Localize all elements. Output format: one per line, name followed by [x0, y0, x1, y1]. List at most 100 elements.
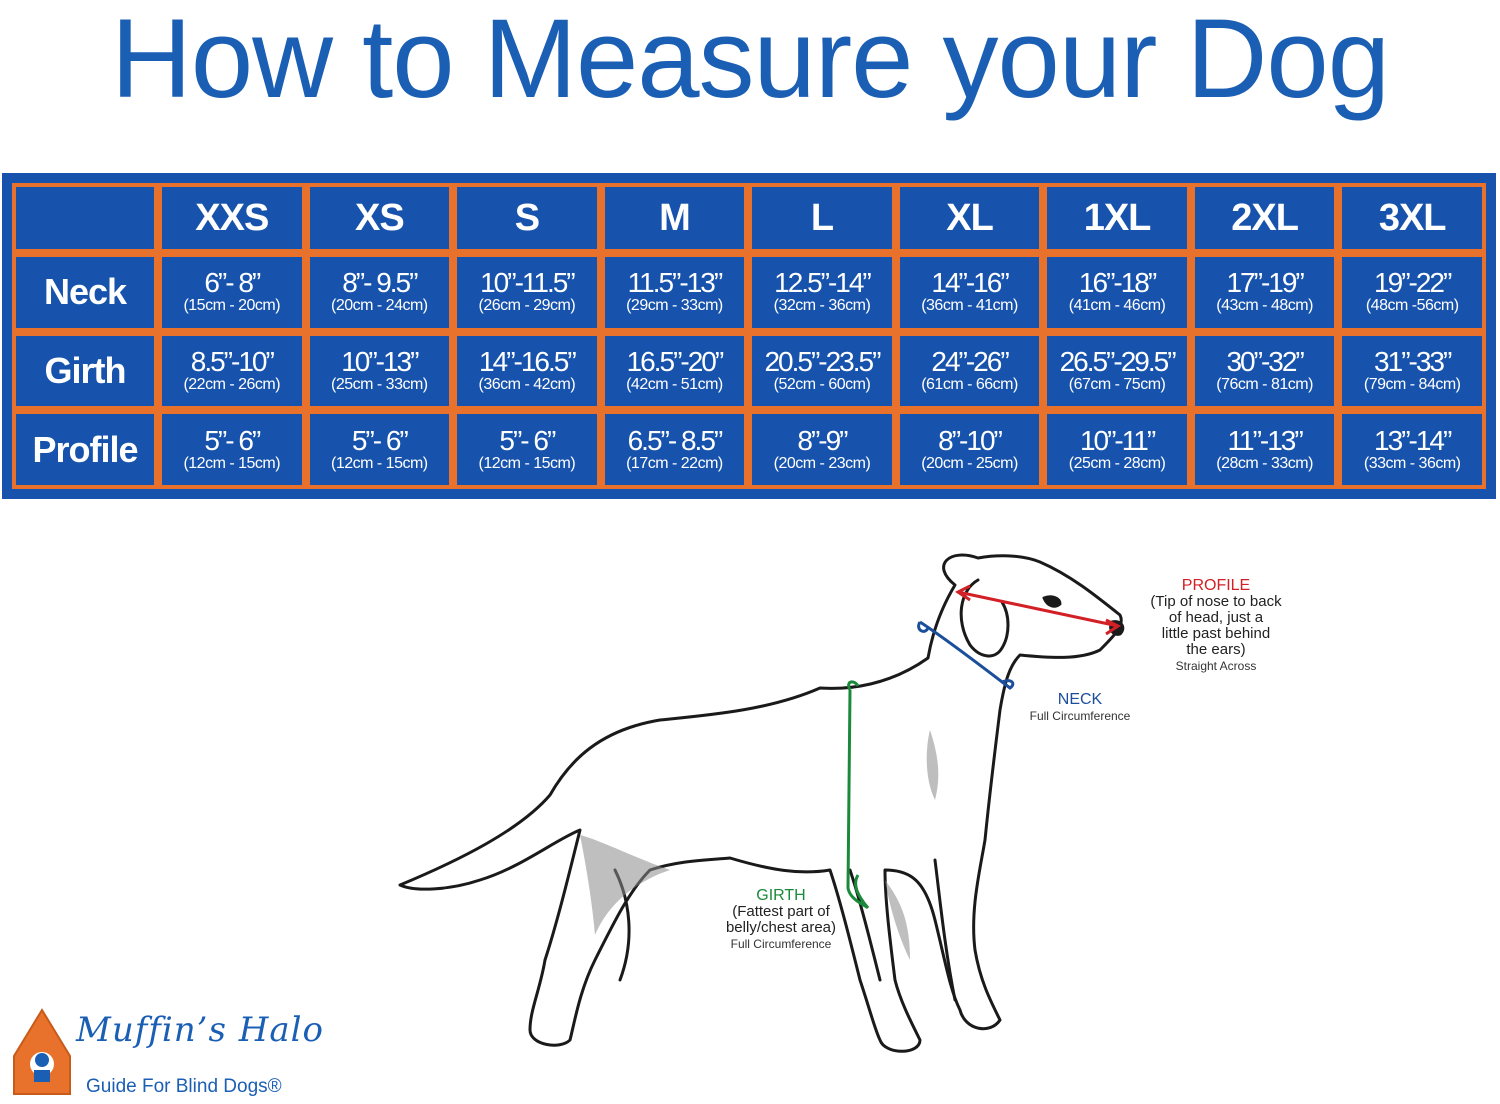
girth-label: GIRTH (Fattest part of belly/chest area)…: [714, 888, 848, 952]
measure-cell: 5”- 6” (12cm - 15cm): [305, 410, 454, 489]
girth-line: [846, 689, 870, 910]
inch-range: 31”-33”: [1374, 345, 1452, 377]
size-header-2xl: 2XL: [1190, 183, 1339, 253]
cm-range: (25cm - 33cm): [331, 375, 428, 393]
profile-note: Straight Across: [1175, 659, 1257, 673]
cm-range: (52cm - 60cm): [773, 375, 871, 393]
girth-note: Full Circumference: [730, 937, 832, 951]
measure-cell: 8.5”-10” (22cm - 26cm): [158, 331, 306, 411]
size-chart: XXS XS S M L XL 1XL 2XL 3XL Neck 6”- 8” (15cm - 20…: [2, 173, 1496, 499]
size-header-row: XXS XS S M L XL 1XL 2XL 3XL: [12, 183, 1486, 253]
profile-label-head: PROFILE: [1181, 577, 1251, 594]
size-row-girth: Girth 8.5”-10” (22cm - 26cm) 10”-13” (25cm -…: [12, 331, 1486, 411]
size-row-profile: Profile 5”- 6” (12cm - 15cm) 5”- 6” (12cm - …: [12, 410, 1486, 489]
cm-range: (12cm - 15cm): [183, 454, 281, 472]
neck-label-head: NECK: [1057, 691, 1103, 708]
profile-desc-2: of head, just a: [1168, 609, 1264, 626]
inch-range: 14”-16.5”: [479, 345, 577, 377]
inch-range: 10”-13”: [341, 345, 419, 377]
cm-range: (25cm - 28cm): [1068, 454, 1166, 472]
row-label-girth: Girth: [12, 331, 158, 411]
cm-range: (67cm - 75cm): [1068, 375, 1166, 393]
cm-range: (33cm - 36cm): [1363, 454, 1461, 472]
measure-cell: 31”-33” (79cm - 84cm): [1338, 331, 1486, 411]
measure-cell: 11”-13” (28cm - 33cm): [1190, 410, 1339, 489]
size-header-xxs: XXS: [158, 183, 306, 253]
measure-cell: 8”-9” (20cm - 23cm): [748, 410, 896, 489]
inch-range: 10”-11.5”: [480, 267, 576, 299]
corner-cell: [12, 183, 158, 253]
inch-range: 24”-26”: [931, 345, 1009, 377]
inch-range: 20.5”-23.5”: [764, 345, 881, 377]
measure-cell: 8”-10” (20cm - 25cm): [895, 410, 1044, 489]
measure-cell: 10”-11” (25cm - 28cm): [1043, 410, 1191, 489]
size-header-m: M: [600, 183, 749, 253]
cm-range: (17cm - 22cm): [626, 454, 723, 472]
cm-range: (26cm - 29cm): [478, 297, 576, 315]
profile-desc-1: (Tip of nose to back: [1150, 593, 1282, 610]
cm-range: (48cm -56cm): [1365, 297, 1459, 315]
inch-range: 12.5”-14”: [774, 267, 872, 299]
measure-cell: 6.5”- 8.5” (17cm - 22cm): [600, 410, 749, 489]
inch-range: 8.5”-10”: [190, 345, 275, 377]
inch-range: 14”-16”: [931, 267, 1009, 299]
logo-tagline: Guide For Blind Dogs®: [86, 1076, 282, 1097]
cm-range: (29cm - 33cm): [626, 297, 723, 315]
cm-range: (76cm - 81cm): [1216, 375, 1313, 393]
cm-range: (43cm - 48cm): [1216, 297, 1313, 315]
measure-cell: 13”-14” (33cm - 36cm): [1338, 410, 1486, 489]
measure-cell: 11.5”-13” (29cm - 33cm): [600, 253, 749, 332]
measure-cell: 17”-19” (43cm - 48cm): [1190, 253, 1339, 332]
measure-cell: 12.5”-14” (32cm - 36cm): [748, 253, 896, 332]
cm-range: (20cm - 25cm): [921, 454, 1018, 472]
inch-range: 5”- 6”: [351, 424, 409, 456]
size-header-xl: XL: [895, 183, 1044, 253]
size-header-3xl: 3XL: [1338, 183, 1486, 253]
measure-cell: 30”-32” (76cm - 81cm): [1190, 331, 1339, 411]
inch-range: 5”- 6”: [499, 424, 556, 456]
muffins-halo-logo: [13, 1008, 71, 1095]
neck-line: [919, 620, 1015, 690]
cm-range: (15cm - 20cm): [183, 297, 281, 315]
profile-desc-4: the ears): [1186, 641, 1246, 658]
cm-range: (36cm - 42cm): [478, 375, 576, 393]
size-header-1xl: 1XL: [1043, 183, 1191, 253]
girth-label-head: GIRTH: [756, 887, 806, 904]
size-header-s: S: [453, 183, 601, 253]
inch-range: 11.5”-13”: [627, 267, 724, 299]
cm-range: (20cm - 23cm): [773, 454, 871, 472]
size-header-l: L: [748, 183, 896, 253]
dog-illustration: [398, 553, 1125, 1053]
inch-range: 6”- 8”: [204, 267, 261, 299]
measure-cell: 16”-18” (41cm - 46cm): [1043, 253, 1191, 332]
inch-range: 10”-11”: [1079, 424, 1156, 456]
cm-range: (32cm - 36cm): [773, 297, 871, 315]
cm-range: (79cm - 84cm): [1363, 375, 1461, 393]
measure-cell: 24”-26” (61cm - 66cm): [895, 331, 1044, 411]
inch-range: 19”-22”: [1374, 267, 1452, 299]
inch-range: 26.5”-29.5”: [1059, 345, 1177, 377]
measure-cell: 14”-16.5” (36cm - 42cm): [453, 331, 601, 411]
cm-range: (12cm - 15cm): [478, 454, 576, 472]
neck-label: NECK Full Circumference: [1010, 692, 1150, 724]
inch-range: 8”-10”: [938, 424, 1003, 456]
inch-range: 6.5”- 8.5”: [627, 424, 724, 456]
inch-range: 8”- 9.5”: [342, 267, 418, 299]
measure-cell: 5”- 6” (12cm - 15cm): [453, 410, 601, 489]
measure-cell: 10”-11.5” (26cm - 29cm): [453, 253, 601, 332]
girth-desc-1: (Fattest part of: [732, 903, 830, 920]
page-title: How to Measure your Dog: [110, 0, 1390, 121]
inch-range: 5”- 6”: [204, 424, 261, 456]
inch-range: 17”-19”: [1226, 267, 1304, 299]
measure-cell: 14”-16” (36cm - 41cm): [895, 253, 1044, 332]
measure-cell: 19”-22” (48cm -56cm): [1338, 253, 1486, 332]
inch-range: 8”-9”: [797, 424, 848, 456]
cm-range: (12cm - 15cm): [331, 454, 428, 472]
row-label-profile: Profile: [12, 410, 158, 489]
measure-cell: 10”-13” (25cm - 33cm): [305, 331, 454, 411]
logo-name: Muffin’s Halo: [76, 1010, 324, 1050]
inch-range: 16”-18”: [1078, 267, 1157, 299]
girth-desc-2: belly/chest area): [725, 919, 837, 936]
profile-label: PROFILE (Tip of nose to back of head, ju…: [1136, 578, 1296, 674]
inch-range: 11”-13”: [1227, 424, 1304, 456]
